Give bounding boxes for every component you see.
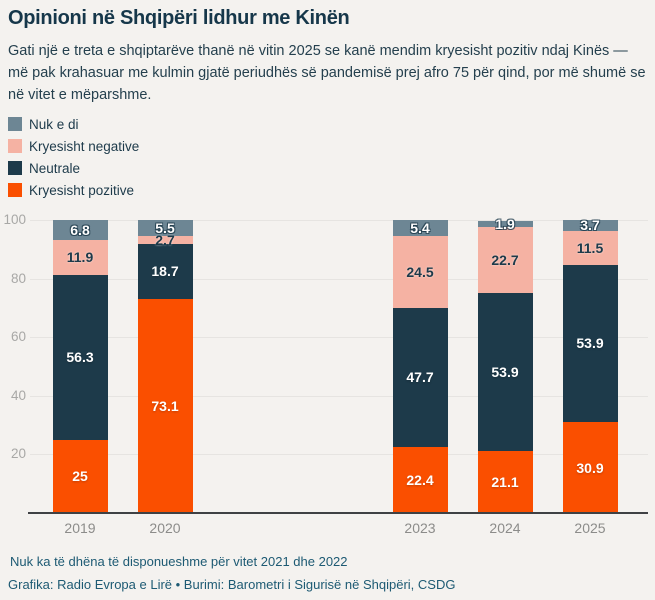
bar-value-label: 24.5: [406, 263, 434, 280]
x-category-label: 2024: [489, 520, 521, 536]
legend-label: Neutrale: [29, 160, 81, 176]
bar-value-label: 11.9: [66, 249, 94, 266]
bar-value-label: 5.4: [410, 219, 430, 236]
bar-segment-pink: 22.7: [477, 226, 533, 294]
y-tick-label: 60: [10, 329, 26, 345]
source-credit: Grafika: Radio Evropa e Lirë • Burimi: B…: [8, 577, 456, 592]
legend-swatch-icon: [8, 139, 22, 153]
bar-segment-pink: 24.5: [392, 235, 448, 308]
bar-value-label: 73.1: [151, 397, 179, 414]
legend-label: Kryesisht negative: [29, 138, 140, 154]
legend-item: Neutrale: [8, 157, 139, 179]
bar-value-label: 1.9: [495, 215, 515, 232]
page-title: Opinioni në Shqipëri lidhur me Kinën: [8, 7, 350, 29]
x-category-label: 2020: [149, 520, 181, 536]
bar-value-label: 18.7: [151, 263, 179, 280]
grid-line: [30, 337, 648, 339]
y-tick-label: 40: [10, 387, 26, 403]
x-axis-line: [28, 512, 648, 514]
x-category-label: 2023: [404, 520, 436, 536]
bar-segment-navy: 53.9: [562, 264, 618, 423]
y-tick-label: 20: [10, 446, 26, 462]
grid-line: [30, 395, 648, 397]
x-category-label: 2025: [574, 520, 606, 536]
bar-value-label: 47.7: [406, 369, 434, 386]
bar-value-label: 21.1: [491, 474, 519, 491]
bar-segment-navy: 18.7: [137, 244, 193, 299]
bar-segment-navy: 47.7: [392, 307, 448, 448]
legend-item: Kryesisht pozitive: [8, 179, 139, 201]
bar-segment-orange: 22.4: [392, 447, 448, 513]
bar-segment-orange: 30.9: [562, 422, 618, 513]
bar-segment-orange: 25: [52, 439, 108, 513]
bar-segment-gray: 1.9: [477, 216, 533, 232]
bar-segment-pink: 2.7: [137, 232, 193, 248]
bar-segment-pink: 11.5: [562, 230, 618, 265]
bar-value-label: 22.4: [406, 472, 434, 489]
bar-value-label: 5.5: [155, 220, 175, 237]
chart-legend: Nuk e di Kryesisht negative Neutrale Kryesi…: [8, 113, 139, 201]
bar-segment-gray: 6.8: [52, 220, 108, 240]
bar-value-label: 6.8: [70, 221, 90, 238]
legend-label: Nuk e di: [29, 116, 79, 132]
y-tick-label: 100: [3, 212, 26, 227]
grid-line: [30, 278, 648, 280]
bar-value-label: 56.3: [66, 349, 94, 366]
grid-line: [30, 454, 648, 456]
y-tick-label: 80: [10, 270, 26, 286]
x-category-label: 2019: [64, 520, 96, 536]
legend-swatch-icon: [8, 161, 22, 175]
missing-data-note: Nuk ka të dhëna të disponueshme për vite…: [10, 554, 348, 569]
bar-segment-gray: 3.7: [562, 217, 618, 234]
bar-segment-navy: 53.9: [477, 293, 533, 452]
bar-segment-gray: 5.4: [392, 219, 448, 236]
legend-swatch-icon: [8, 183, 22, 197]
bar-segment-gray: 5.5: [137, 220, 193, 237]
legend-label: Kryesisht pozitive: [29, 182, 135, 198]
bar-segment-orange: 21.1: [477, 451, 533, 513]
legend-item: Kryesisht negative: [8, 135, 139, 157]
grid-line: [30, 220, 648, 221]
bar-value-label: 2.7: [155, 232, 175, 249]
bar-value-label: 3.7: [580, 217, 600, 234]
bar-value-label: 25: [72, 468, 88, 485]
bar-value-label: 53.9: [491, 364, 519, 381]
bar-segment-navy: 56.3: [52, 274, 108, 440]
bar-segment-pink: 11.9: [52, 239, 108, 275]
bar-value-label: 22.7: [491, 251, 519, 268]
legend-item: Nuk e di: [8, 113, 139, 135]
bar-value-label: 30.9: [576, 459, 604, 476]
bar-value-label: 11.5: [576, 239, 604, 256]
legend-swatch-icon: [8, 117, 22, 131]
bar-segment-orange: 73.1: [137, 298, 193, 513]
chart-subtitle: Gati një e treta e shqiptarëve thanë në …: [8, 43, 646, 103]
bar-value-label: 53.9: [576, 335, 604, 352]
